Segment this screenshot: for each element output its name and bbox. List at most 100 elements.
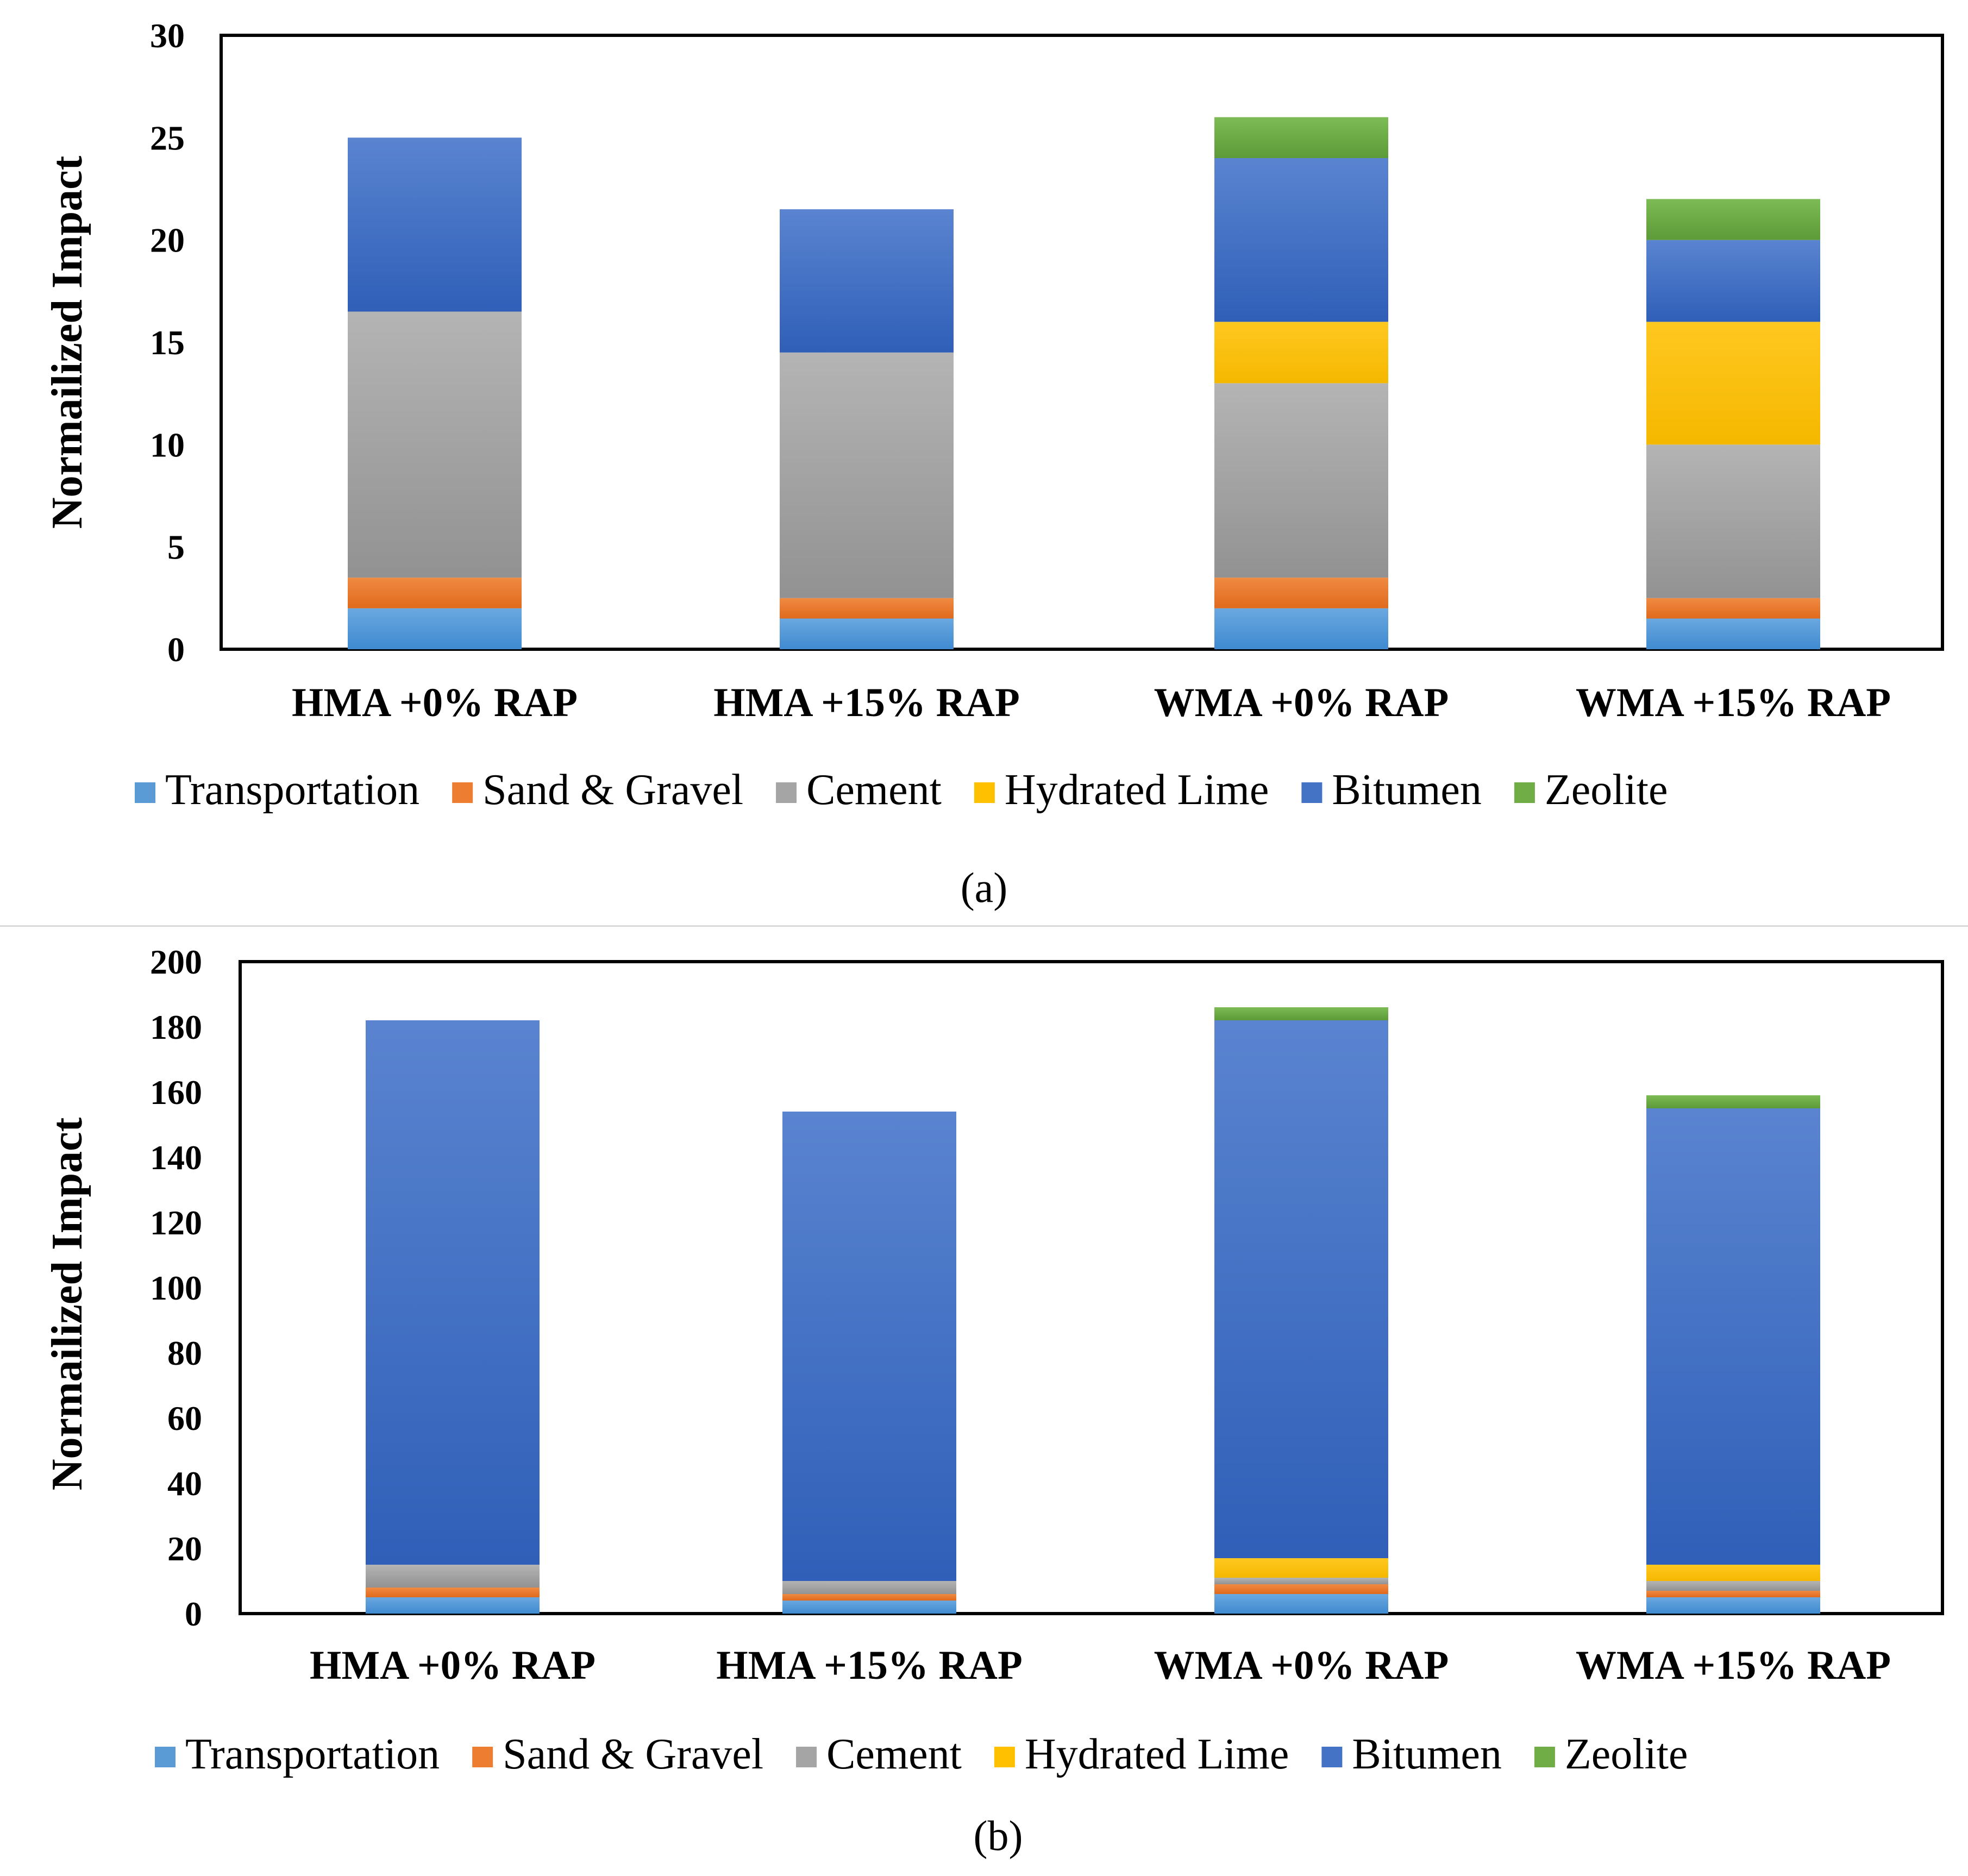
- panel-separator: [0, 925, 1968, 927]
- legend-swatch: [994, 1747, 1015, 1767]
- legend-label: Hydrated Lime: [1005, 766, 1269, 814]
- legend-swatch: [452, 782, 473, 803]
- bar-segment: [1646, 444, 1820, 598]
- y-tick-label: 10: [150, 425, 185, 464]
- bar-segment: [1646, 322, 1820, 445]
- legend: Transportation Sand & Gravel Cement Hydrate…: [135, 766, 1668, 814]
- y-tick-label: 60: [167, 1399, 202, 1438]
- y-tick-label: 80: [167, 1334, 202, 1372]
- legend-label: Hydrated Lime: [1025, 1730, 1289, 1778]
- bar-segment: [1214, 383, 1388, 578]
- bar-segment: [1214, 608, 1388, 649]
- bars: [366, 1007, 1820, 1614]
- legend-swatch: [1534, 1747, 1555, 1767]
- y-tick-label: 5: [167, 528, 185, 567]
- x-tick-label: HMA +15% RAP: [716, 1643, 1023, 1688]
- bar-segment: [1646, 618, 1820, 649]
- bar-segment: [780, 618, 954, 649]
- bar-segment: [1646, 1565, 1820, 1581]
- y-tick-label: 100: [150, 1269, 202, 1307]
- y-tick-label: 0: [167, 630, 185, 669]
- y-tick-label: 40: [167, 1464, 202, 1503]
- bar-segment: [1646, 1581, 1820, 1591]
- bar-segment: [1646, 199, 1820, 240]
- legend-label: Sand & Gravel: [482, 766, 743, 814]
- y-tick-label: 20: [167, 1529, 202, 1568]
- legend-swatch: [1321, 1747, 1343, 1767]
- y-tick-label: 25: [150, 118, 185, 157]
- bar-segment: [1214, 117, 1388, 158]
- bar-segment: [366, 1588, 540, 1597]
- bar-segment: [366, 1565, 540, 1588]
- x-tick-label: WMA +15% RAP: [1576, 680, 1891, 725]
- legend-swatch: [1301, 782, 1323, 803]
- y-axis-ticks: 0 20 40 60 80 100 120 140 160 180 200: [150, 943, 202, 1633]
- bar-segment: [1214, 1584, 1388, 1594]
- y-tick-label: 30: [150, 16, 185, 55]
- bar-segment: [1214, 1007, 1388, 1020]
- bar-segment: [366, 1020, 540, 1565]
- plot-frame: [220, 34, 1944, 651]
- legend-swatch: [974, 782, 995, 803]
- legend-swatch: [776, 782, 797, 803]
- y-tick-label: 15: [150, 323, 185, 362]
- legend-label: Bitumen: [1332, 766, 1482, 814]
- chart-a: 0 5 10 15 20 25 30 HMA +0% RAP HMA +15% RAP WMA …: [43, 16, 1944, 911]
- bar-segment: [1214, 158, 1388, 322]
- bar-segment: [1214, 1594, 1388, 1614]
- legend-label: Transportation: [185, 1730, 440, 1778]
- bar-segment: [1214, 1020, 1388, 1558]
- bar-segment: [1646, 1591, 1820, 1597]
- legend-label: Transportation: [165, 766, 419, 814]
- panel-caption: (a): [961, 864, 1008, 911]
- bar-segment: [780, 209, 954, 353]
- bar-segment: [1214, 578, 1388, 608]
- bar-segment: [1646, 240, 1820, 322]
- bar-segment: [1214, 322, 1388, 384]
- chart-b: 0 20 40 60 80 100 120 140 160 180 200 HMA +0% RAP H…: [43, 943, 1944, 1859]
- y-tick-label: 0: [185, 1595, 202, 1633]
- x-tick-label: HMA +0% RAP: [310, 1643, 596, 1688]
- bars: [348, 117, 1820, 649]
- y-tick-label: 120: [150, 1203, 202, 1242]
- legend-label: Zeolite: [1545, 766, 1668, 814]
- bar-segment: [1214, 1558, 1388, 1578]
- bar-segment: [1646, 1597, 1820, 1614]
- bar-segment: [366, 1597, 540, 1614]
- bar-segment: [1646, 1095, 1820, 1108]
- x-tick-label: HMA +15% RAP: [713, 680, 1020, 725]
- legend-label: Bitumen: [1352, 1730, 1502, 1778]
- bar-segment: [782, 1594, 956, 1601]
- y-tick-label: 180: [150, 1008, 202, 1046]
- bar-segment: [782, 1601, 956, 1614]
- y-tick-label: 160: [150, 1073, 202, 1112]
- bar-segment: [1646, 1108, 1820, 1565]
- x-tick-label: WMA +0% RAP: [1154, 1643, 1449, 1688]
- legend-label: Cement: [806, 766, 942, 814]
- y-tick-label: 200: [150, 943, 202, 981]
- x-tick-label: HMA +0% RAP: [292, 680, 578, 725]
- bar-segment: [348, 608, 522, 649]
- legend-swatch: [796, 1747, 817, 1767]
- bar-segment: [780, 598, 954, 619]
- legend-swatch: [1514, 782, 1535, 803]
- bar-segment: [782, 1112, 956, 1581]
- legend-swatch: [155, 1747, 176, 1767]
- bar-segment: [348, 137, 522, 312]
- legend: Transportation Sand & Gravel Cement Hydrate…: [155, 1730, 1688, 1778]
- y-tick-label: 140: [150, 1138, 202, 1177]
- y-axis-label: Normailized Impact: [43, 1117, 91, 1490]
- bar-segment: [780, 352, 954, 598]
- bar-segment: [1214, 1578, 1388, 1584]
- y-axis-ticks: 0 5 10 15 20 25 30: [150, 16, 185, 669]
- bar-segment: [348, 578, 522, 608]
- x-axis-categories: HMA +0% RAP HMA +15% RAP WMA +0% RAP WMA +1…: [292, 680, 1891, 725]
- y-axis-label: Normailized Impact: [43, 155, 91, 529]
- legend-swatch: [135, 782, 155, 803]
- legend-label: Zeolite: [1565, 1730, 1688, 1778]
- x-tick-label: WMA +0% RAP: [1154, 680, 1449, 725]
- x-tick-label: WMA +15% RAP: [1576, 1643, 1891, 1688]
- panel-caption: (b): [974, 1812, 1023, 1859]
- legend-swatch: [472, 1747, 493, 1767]
